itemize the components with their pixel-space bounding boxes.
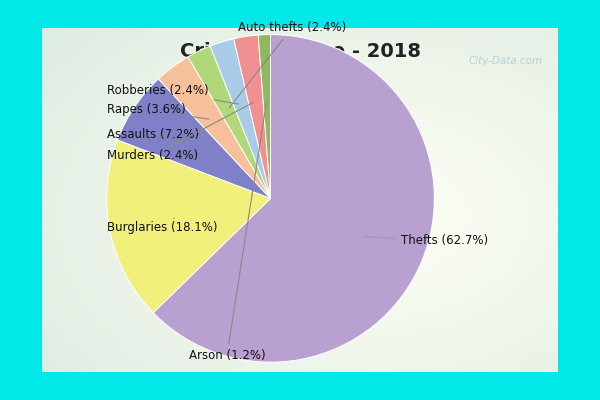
Text: Crimes by type - 2018: Crimes by type - 2018 — [179, 42, 421, 61]
Text: Rapes (3.6%): Rapes (3.6%) — [107, 104, 209, 119]
Text: Assaults (7.2%): Assaults (7.2%) — [107, 128, 199, 143]
Ellipse shape — [197, 97, 558, 338]
Ellipse shape — [133, 54, 600, 381]
Ellipse shape — [223, 114, 532, 320]
Ellipse shape — [107, 37, 600, 398]
Ellipse shape — [158, 71, 597, 363]
Ellipse shape — [248, 131, 506, 303]
Ellipse shape — [352, 200, 403, 234]
Text: Murders (2.4%): Murders (2.4%) — [107, 102, 253, 162]
Text: Auto thefts (2.4%): Auto thefts (2.4%) — [229, 22, 346, 108]
Text: Thefts (62.7%): Thefts (62.7%) — [364, 234, 488, 248]
Ellipse shape — [81, 19, 600, 400]
Wedge shape — [188, 46, 271, 198]
Ellipse shape — [365, 209, 391, 226]
Ellipse shape — [16, 0, 600, 400]
Wedge shape — [153, 34, 434, 362]
Ellipse shape — [262, 140, 494, 294]
Ellipse shape — [119, 45, 600, 389]
Ellipse shape — [300, 166, 455, 269]
Text: Robberies (2.4%): Robberies (2.4%) — [107, 84, 239, 104]
Ellipse shape — [42, 0, 600, 400]
Wedge shape — [234, 35, 271, 198]
Ellipse shape — [287, 157, 468, 278]
Ellipse shape — [274, 148, 481, 286]
Ellipse shape — [29, 0, 600, 400]
Wedge shape — [118, 79, 271, 198]
Ellipse shape — [55, 2, 600, 400]
Ellipse shape — [236, 122, 520, 312]
Text: City-Data.com: City-Data.com — [469, 56, 542, 66]
Ellipse shape — [313, 174, 442, 260]
Ellipse shape — [68, 11, 600, 400]
Wedge shape — [210, 39, 271, 198]
Text: Arson (1.2%): Arson (1.2%) — [188, 103, 266, 362]
Ellipse shape — [4, 0, 600, 400]
Ellipse shape — [339, 191, 416, 243]
Ellipse shape — [94, 28, 600, 400]
Ellipse shape — [145, 62, 600, 372]
Text: Burglaries (18.1%): Burglaries (18.1%) — [107, 218, 217, 234]
Wedge shape — [158, 57, 271, 198]
Ellipse shape — [210, 105, 545, 329]
Ellipse shape — [171, 80, 584, 355]
Wedge shape — [107, 140, 271, 313]
Wedge shape — [258, 34, 271, 198]
Ellipse shape — [184, 88, 571, 346]
Ellipse shape — [326, 183, 429, 252]
